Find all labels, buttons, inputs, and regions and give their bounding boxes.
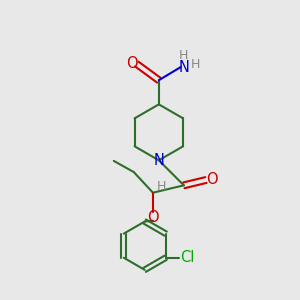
Text: H: H: [157, 180, 166, 193]
Text: O: O: [206, 172, 218, 187]
Text: Cl: Cl: [181, 250, 195, 265]
Text: H: H: [190, 58, 200, 70]
Text: N: N: [153, 153, 164, 168]
Text: O: O: [126, 56, 137, 70]
Text: O: O: [147, 210, 158, 225]
Text: H: H: [178, 49, 188, 62]
Text: N: N: [179, 60, 190, 75]
